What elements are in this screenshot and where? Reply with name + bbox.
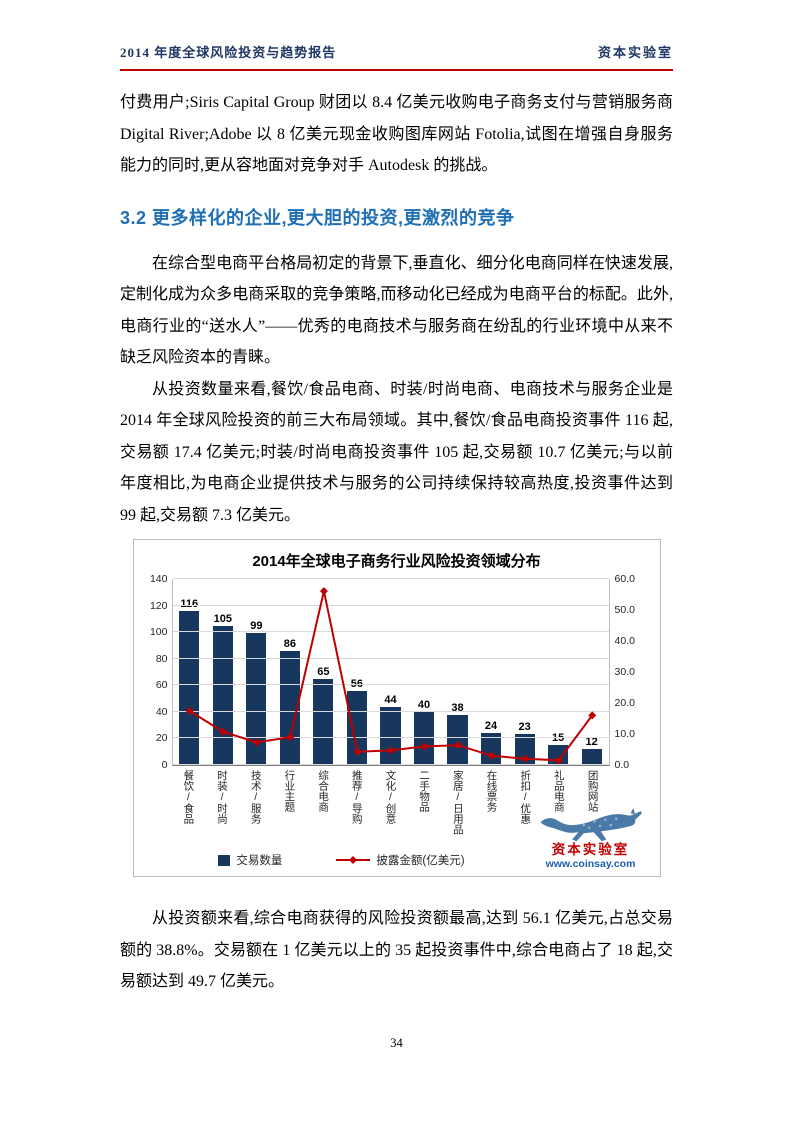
category-slot: 礼品电商 — [542, 770, 576, 842]
bar-value-label: 44 — [384, 693, 397, 706]
y-axis-right: 0.0 10.0 20.0 30.0 40.0 50.0 60.0 — [610, 573, 652, 771]
watermark-brand: 资本实验室 — [551, 842, 630, 858]
chart-plot: 1161059986655644403824231512 — [171, 578, 610, 766]
category-label: 文化/创意 — [384, 770, 397, 824]
watermark: 资本实验室 www.coinsay.com — [530, 808, 652, 870]
gridline — [172, 578, 609, 579]
category-slot: 家居/日用品 — [441, 770, 475, 842]
chart-legend: 交易数量 披露金额(亿美元) — [87, 852, 597, 868]
category-label: 在线票务 — [485, 770, 498, 812]
report-title: 2014 年度全球风险投资与趋势报告 — [120, 45, 337, 60]
bar-value-label: 86 — [283, 637, 296, 650]
y-tick-left: 20 — [155, 732, 168, 745]
gridline — [172, 764, 609, 765]
category-label: 礼品电商 — [552, 770, 565, 812]
bar — [246, 633, 267, 765]
y-tick-left: 60 — [155, 679, 168, 692]
section-heading: 3.2 更多样化的企业,更大胆的投资,更激烈的竞争 — [120, 207, 515, 228]
bar — [279, 650, 300, 765]
category-label: 餐饮/食品 — [182, 770, 195, 824]
y-tick-left: 140 — [149, 573, 168, 585]
y-tick-right: 40.0 — [614, 635, 635, 647]
category-label: 推荐/导购 — [350, 770, 363, 824]
y-tick-left: 0 — [161, 759, 168, 771]
gridline — [172, 684, 609, 686]
category-label: 技术/服务 — [249, 770, 262, 824]
category-slot: 时装/时尚 — [205, 770, 239, 842]
brand-name: 资本实验室 — [597, 45, 673, 60]
category-label: 折扣/优惠 — [519, 770, 532, 824]
category-slot: 在线票务 — [475, 770, 509, 842]
y-tick-right: 20.0 — [614, 697, 635, 709]
legend-bar-label: 交易数量 — [236, 855, 283, 867]
bar — [313, 678, 334, 765]
bar-value-label: 40 — [417, 698, 431, 711]
category-slot: 推荐/导购 — [340, 770, 374, 842]
category-label: 家居/日用品 — [451, 770, 464, 835]
chart-figure: 2014年全球电子商务行业风险投资领域分布 0 20 40 60 80 100 120 140… — [132, 539, 661, 877]
y-tick-left: 80 — [155, 652, 168, 665]
bar — [447, 714, 468, 765]
category-label: 时装/时尚 — [216, 770, 229, 824]
cheetah-logo-icon — [540, 808, 642, 842]
paragraph-market-overview: 在综合型电商平台格局初定的背景下,垂直化、细分化电商同样在快速发展,定制化成为众… — [120, 254, 673, 367]
y-tick-left: 40 — [155, 705, 168, 718]
gridline — [172, 710, 609, 712]
y-tick-left: 120 — [149, 599, 168, 612]
category-slot: 折扣/优惠 — [508, 770, 542, 842]
category-slot: 餐饮/食品 — [172, 770, 206, 842]
y-tick-right: 60.0 — [614, 573, 635, 585]
category-label: 综合电商 — [317, 770, 330, 812]
category-slot: 文化/创意 — [374, 770, 408, 842]
watermark-url: www.coinsay.com — [545, 857, 636, 870]
category-label: 团购网站 — [586, 770, 599, 812]
category-slot: 行业主题 — [273, 770, 307, 842]
chart-title: 2014年全球电子商务行业风险投资领域分布 — [252, 553, 541, 570]
x-categories: 餐饮/食品 时装/时尚 技术/服务 行业主题 综合电商 推荐/导购 文化/创意 二手物品 家居/… — [172, 766, 610, 842]
bar-value-label: 65 — [317, 665, 330, 678]
bar — [581, 749, 602, 765]
bar — [380, 706, 401, 765]
y-tick-right: 30.0 — [614, 666, 635, 678]
paragraph-investment-amounts: 从投资额来看,综合电商获得的风险投资额最高,达到 56.1 亿美元,占总交易额的… — [120, 910, 673, 990]
bar-value-label: 105 — [213, 612, 232, 625]
gridline — [172, 737, 609, 739]
paragraph-investment-counts: 从投资数量来看,餐饮/食品电商、时装/时尚电商、电商技术与服务企业是 2014 … — [120, 380, 673, 524]
legend-line-swatch — [336, 856, 371, 864]
category-slot: 团购网站 — [576, 770, 610, 842]
page-header: 2014 年度全球风险投资与趋势报告 资本实验室 — [120, 42, 673, 71]
category-slot: 综合电商 — [306, 770, 340, 842]
gridline — [172, 657, 609, 659]
bar — [179, 610, 200, 765]
legend-item-line: 披露金额(亿美元) — [336, 852, 465, 868]
legend-item-bars: 交易数量 — [218, 852, 282, 868]
bar — [548, 745, 569, 765]
category-label: 二手物品 — [418, 770, 431, 812]
category-label: 行业主题 — [283, 770, 296, 812]
bar-value-label: 23 — [518, 721, 531, 734]
bar-value-label: 24 — [484, 720, 498, 733]
gridline — [172, 631, 609, 633]
bar — [514, 734, 535, 765]
category-slot: 技术/服务 — [239, 770, 273, 842]
legend-line-label: 披露金额(亿美元) — [376, 855, 465, 867]
y-tick-right: 0.0 — [614, 759, 630, 771]
legend-bar-swatch — [218, 854, 231, 866]
paragraph-continuation: 付费用户;Siris Capital Group 财团以 8.4 亿美元收购电子… — [120, 94, 673, 174]
bar — [212, 625, 233, 765]
y-axis-left: 0 20 40 60 80 100 120 140 — [142, 573, 172, 771]
y-tick-right: 50.0 — [614, 604, 635, 616]
y-tick-right: 10.0 — [614, 728, 635, 740]
bar — [346, 690, 367, 765]
y-tick-left: 100 — [149, 626, 168, 639]
page-number: 34 — [390, 1036, 403, 1050]
gridline — [172, 604, 609, 606]
category-slot: 二手物品 — [407, 770, 441, 842]
